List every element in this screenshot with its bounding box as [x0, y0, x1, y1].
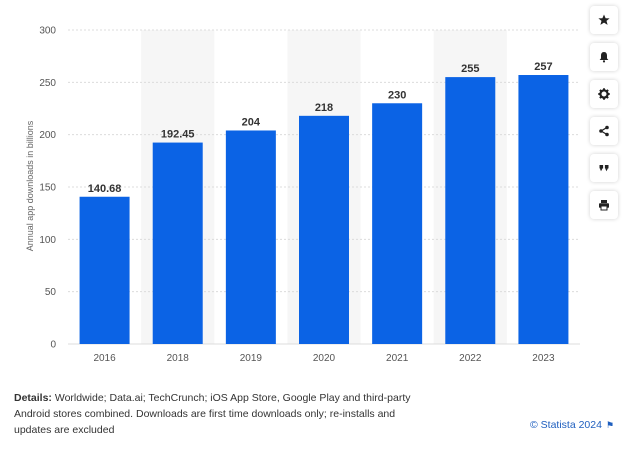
data-label-2016: 140.68 [88, 183, 122, 195]
bar-2023 [518, 75, 569, 345]
gear-icon [598, 88, 610, 100]
print-icon [599, 200, 609, 211]
quote-icon [599, 165, 609, 172]
notification-button[interactable] [590, 43, 618, 71]
data-label-2022: 255 [461, 63, 479, 75]
x-tick-2018: 2018 [167, 353, 190, 364]
print-button[interactable] [590, 191, 618, 219]
details-text: Worldwide; Data.ai; TechCrunch; iOS App … [14, 392, 411, 436]
data-label-2019: 204 [242, 116, 261, 128]
x-tick-2016: 2016 [93, 353, 116, 364]
cite-button[interactable] [590, 154, 618, 182]
bar-2019 [225, 130, 276, 344]
settings-button[interactable] [590, 80, 618, 108]
copyright-link[interactable]: © Statista 2024 ⚑ [530, 419, 614, 431]
data-labels: 140.68 192.45 204 218 230 255 257 [88, 61, 553, 195]
bell-icon [599, 52, 609, 63]
flag-icon: ⚑ [605, 420, 615, 430]
x-tick-2023: 2023 [532, 353, 555, 364]
toolbar [590, 6, 618, 228]
bar-2020 [299, 115, 349, 345]
y-tick-200: 200 [39, 130, 56, 141]
y-tick-150: 150 [39, 183, 56, 194]
bar-2016 [79, 196, 130, 344]
y-axis-ticks: 0 50 100 150 200 250 300 [39, 26, 56, 351]
x-tick-2020: 2020 [313, 353, 336, 364]
details-note: Details: Worldwide; Data.ai; TechCrunch;… [14, 390, 434, 438]
x-tick-2022: 2022 [459, 353, 482, 364]
y-tick-300: 300 [39, 26, 56, 37]
details-label: Details: [14, 392, 52, 404]
copyright-text: © Statista 2024 [530, 419, 602, 431]
y-tick-100: 100 [39, 235, 56, 246]
y-tick-250: 250 [39, 78, 56, 89]
bar-2018 [152, 142, 203, 344]
favorite-button[interactable] [590, 6, 618, 34]
data-label-2020: 218 [315, 102, 333, 114]
bars [79, 75, 569, 345]
y-axis-title: Annual app downloads in billions [25, 120, 35, 251]
x-tick-2019: 2019 [240, 353, 263, 364]
x-tick-2021: 2021 [386, 353, 409, 364]
bar-2021 [372, 103, 423, 345]
share-button[interactable] [590, 117, 618, 145]
y-tick-50: 50 [45, 287, 57, 298]
data-label-2023: 257 [534, 61, 552, 73]
share-icon [599, 125, 609, 137]
y-tick-0: 0 [50, 340, 56, 351]
star-icon [598, 14, 610, 25]
bar-2022 [445, 77, 496, 344]
x-axis-ticks: 2016 2018 2019 2020 2021 2022 2023 [93, 353, 555, 364]
data-label-2018: 192.45 [161, 129, 195, 141]
data-label-2021: 230 [388, 89, 406, 101]
